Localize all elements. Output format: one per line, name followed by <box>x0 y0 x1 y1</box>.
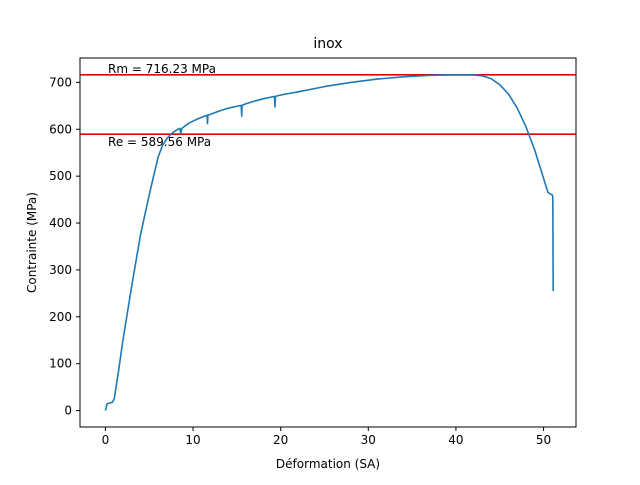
x-tick-label: 10 <box>185 433 200 447</box>
y-tick-label: 600 <box>49 122 72 136</box>
x-axis: 0 10 20 30 40 50 <box>102 427 551 447</box>
hlines-layer <box>80 73 576 135</box>
x-tick-label: 0 <box>102 433 110 447</box>
plot-area: Rm = 716.23 MPa Re = 589.56 MPa <box>79 57 577 428</box>
y-axis: 0 100 200 300 400 500 600 700 <box>49 75 80 418</box>
y-tick-label: 300 <box>49 263 72 277</box>
y-tick-label: 100 <box>49 357 72 371</box>
x-tick-label: 20 <box>273 433 288 447</box>
hline-label-re: Re = 589.56 MPa <box>108 135 211 149</box>
series-layer <box>104 74 554 411</box>
y-tick-label: 200 <box>49 310 72 324</box>
y-tick-label: 400 <box>49 216 72 230</box>
x-tick-label: 50 <box>536 433 551 447</box>
plot-frame <box>79 57 577 428</box>
chart-title: inox <box>313 36 342 52</box>
x-tick-label: 30 <box>361 433 376 447</box>
y-tick-label: 0 <box>64 404 72 418</box>
hline-labels-layer: Rm = 716.23 MPa Re = 589.56 MPa <box>108 62 216 149</box>
hline-label-rm: Rm = 716.23 MPa <box>108 62 216 76</box>
x-axis-label: Déformation (SA) <box>276 457 380 471</box>
y-axis-label: Contrainte (MPa) <box>25 192 39 293</box>
y-tick-label: 500 <box>49 169 72 183</box>
series-line-inox <box>104 74 554 411</box>
y-tick-label: 700 <box>49 75 72 89</box>
x-tick-label: 40 <box>448 433 463 447</box>
